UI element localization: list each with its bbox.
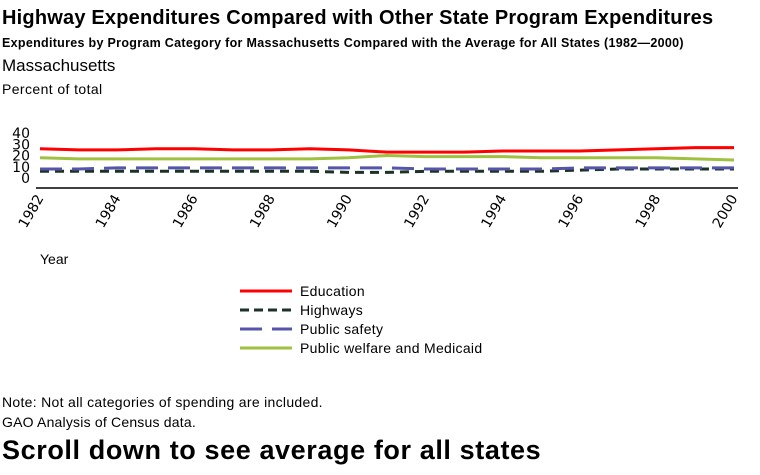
- y-tick-label: 40: [12, 126, 30, 142]
- chart-note: Note: Not all categories of spending are…: [2, 394, 323, 410]
- x-axis-ticks: 1982 1984 1986 1988 1990 1992 1994 1996 1998 2000: [16, 192, 742, 231]
- legend-swatch-public-safety: [240, 327, 292, 331]
- series-line-education: [39, 146, 734, 154]
- legend-item-public-welfare: Public welfare and Medicaid: [240, 340, 560, 359]
- y-axis-label: Percent of total: [2, 81, 103, 97]
- x-axis-label: Year: [40, 251, 69, 267]
- legend-swatch-education: [240, 289, 292, 293]
- chart-title: Highway Expenditures Compared with Other…: [2, 7, 714, 29]
- legend-label: Education: [300, 283, 365, 299]
- x-tick-label: 1998: [633, 192, 665, 231]
- series-group: [39, 146, 735, 174]
- series-line-public-welfare-and-medicaid: [39, 153, 735, 162]
- chart-subtitle: Expenditures by Program Category for Mas…: [2, 36, 684, 50]
- x-tick-label: 1996: [556, 192, 588, 231]
- chart-source: GAO Analysis of Census data.: [2, 414, 196, 430]
- x-tick-label: 1984: [93, 192, 125, 231]
- series-line-public-safety: [40, 166, 734, 171]
- x-tick-label: 1992: [401, 192, 433, 231]
- series-line-highways: [40, 167, 734, 174]
- legend-item-public-safety: Public safety: [240, 321, 560, 340]
- x-tick-label: 1982: [16, 192, 48, 231]
- x-tick-label: 1986: [170, 192, 202, 231]
- legend-swatch-highways: [240, 308, 292, 312]
- legend-label: Highways: [300, 302, 364, 318]
- legend-label: Public welfare and Medicaid: [300, 340, 483, 356]
- legend: Education Highways Public safety Public …: [240, 283, 560, 359]
- y-tick-label: 10: [12, 160, 30, 176]
- x-tick-label: 2000: [710, 192, 742, 231]
- legend-label: Public safety: [300, 321, 384, 337]
- y-tick-label: 30: [12, 137, 30, 153]
- x-tick-label: 1994: [478, 192, 510, 231]
- x-tick-label: 1988: [247, 192, 279, 231]
- legend-item-highways: Highways: [240, 302, 560, 321]
- x-tick-label: 1990: [324, 192, 356, 231]
- legend-swatch-public-welfare: [240, 346, 292, 350]
- legend-item-education: Education: [240, 283, 560, 302]
- y-tick-label: 20: [12, 149, 30, 165]
- y-tick-label: 0: [21, 171, 30, 187]
- scroll-prompt: Scroll down to see average for all state…: [2, 435, 542, 465]
- state-name: Massachusetts: [2, 56, 116, 75]
